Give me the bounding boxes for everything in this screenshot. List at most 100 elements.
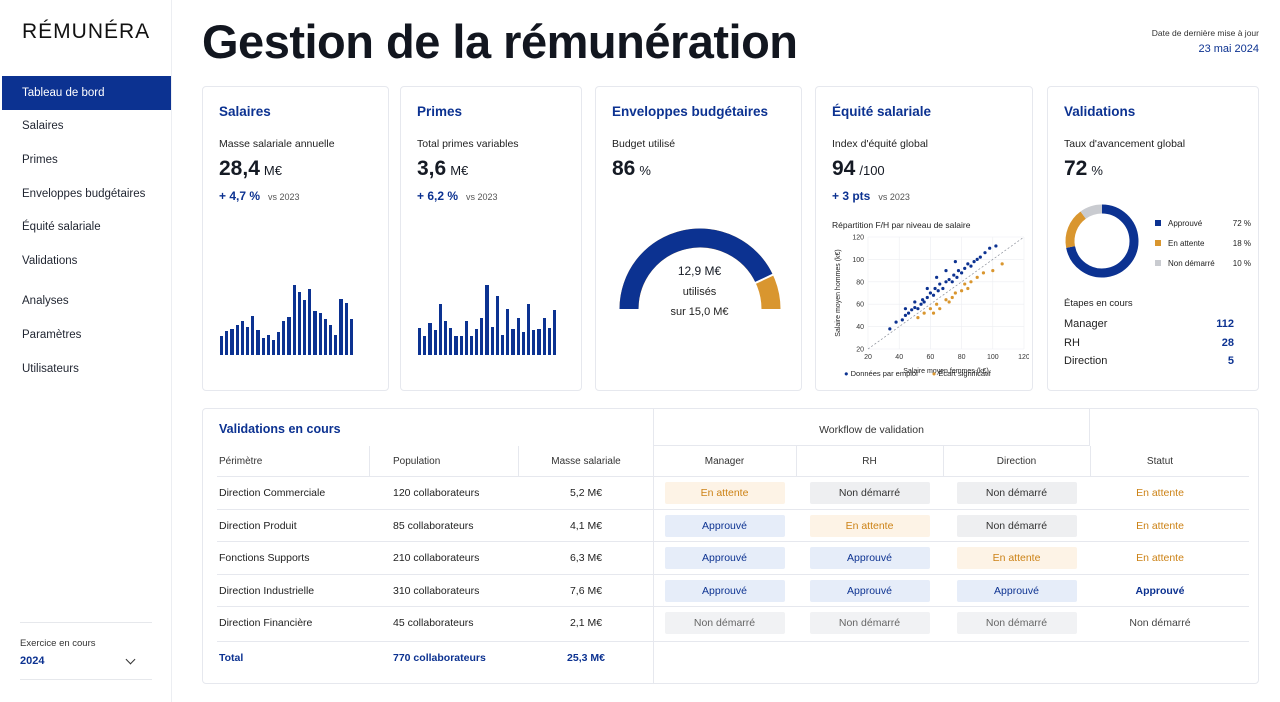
x-tick-label: 120 [1018,354,1029,361]
legend-label: Non démarré [1168,258,1215,268]
table-total-row: Total 770 collaborateurs 25,3 M€ [217,641,1249,674]
cell-population: 45 collaborateurs [393,617,474,629]
card-title: Validations [1064,104,1136,119]
scatter-point [944,280,948,284]
card-equite[interactable]: Équité salariale Index d'équité global 9… [815,86,1033,391]
parity-line [867,236,1025,350]
bar [303,299,307,355]
scatter-point [913,300,917,304]
scatter-point [960,289,964,293]
scatter-point [919,302,923,306]
col-header-perimetre[interactable]: Périmètre [219,455,263,467]
steps-title: Étapes en cours [1064,298,1133,309]
card-enveloppes[interactable]: Enveloppes budgétaires Budget utilisé 86… [595,86,802,391]
step-label: Manager [1064,318,1108,331]
status-badge-rh[interactable]: Approuvé [809,547,930,569]
last-update-label: Date de dernière mise à jour [1151,28,1259,38]
metric-value: 72% [1064,157,1103,180]
col-header-rh[interactable]: RH [862,455,877,467]
cell-population: 120 collaborateurs [393,487,480,499]
gauge-used-arc [619,228,773,310]
status-badge-manager[interactable]: Approuvé [664,579,785,602]
budget-used-word: utilisés [682,286,717,298]
status-badge-direction[interactable]: En attente [956,547,1077,569]
sidebar-item-validations[interactable]: Validations [22,254,78,267]
status-badge-direction[interactable]: Non démarré [956,482,1077,504]
card-salaires[interactable]: Salaires Masse salariale annuelle 28,4 M€… [202,86,389,391]
table-row[interactable]: Fonctions Supports 210 collaborateurs 6,… [217,541,1249,574]
table-row[interactable]: Direction Commerciale 120 collaborateurs… [217,476,1249,509]
step-value: 28 [1221,336,1234,349]
scatter-title: Répartition F/H par niveau de salaire [832,220,971,230]
page-title: Gestion de la rémunération [202,15,798,68]
cell-statut: Non démarré [1129,617,1191,629]
bar [454,336,458,355]
status-badge-manager[interactable]: En attente [664,482,785,504]
bar [235,325,239,355]
sidebar-item-parametres[interactable]: Paramètres [22,328,82,341]
bar [537,328,541,355]
scatter-point [966,286,970,291]
app-logo: RÉMUNÉRA [22,20,151,43]
status-badge-direction[interactable]: Non démarré [956,612,1077,634]
col-header-population[interactable]: Population [393,455,441,467]
scatter-point [975,257,979,261]
bar [251,316,255,355]
scatter-point [963,282,967,286]
status-badge-rh[interactable]: En attente [809,514,930,537]
cell-perimetre: Fonctions Supports [219,552,310,564]
status-badge-direction[interactable]: Approuvé [956,579,1077,602]
scatter-point [944,269,948,273]
exercise-selector[interactable]: Exercice en cours 2024 [20,622,152,680]
bar [339,298,343,355]
scatter-point [956,269,961,273]
sidebar-item-analyses[interactable]: Analyses [22,295,69,308]
status-badge-rh[interactable]: Non démarré [809,612,930,634]
cell-perimetre: Direction Commerciale [219,487,326,499]
card-primes[interactable]: Primes Total primes variables 3,6 M€ + 6,… [400,86,582,391]
cell-masse: 5,2 M€ [569,487,603,499]
scatter-point [913,305,917,310]
scatter-point [988,246,992,250]
sidebar-item-utilisateurs[interactable]: Utilisateurs [22,362,79,375]
bar [449,328,453,355]
col-header-manager[interactable]: Manager [704,455,745,467]
sidebar-item-primes[interactable]: Primes [22,153,58,166]
table-row[interactable]: Direction Financière 45 collaborateurs 2… [217,606,1249,639]
status-badge-direction[interactable]: Non démarré [956,514,1077,537]
sidebar-item-enveloppes[interactable]: Enveloppes budgétaires [22,187,146,200]
table-row[interactable]: Direction Produit 85 collaborateurs 4,1 … [217,508,1249,542]
bar [282,321,286,355]
sidebar-item-salaires[interactable]: Salaires [22,120,64,133]
validations-donut-chart [1065,204,1139,278]
bar [511,328,515,355]
cell-perimetre: Direction Industrielle [219,584,315,597]
total-label: Total [219,652,244,664]
scatter-point [947,300,951,304]
last-update-date: 23 mai 2024 [1198,43,1259,55]
sidebar-item-tableau-de-bord[interactable]: Tableau de bord [2,76,171,110]
budget-gauge [619,228,781,310]
card-validations[interactable]: Validations Taux d'avancement global 72%… [1047,86,1259,391]
table-row[interactable]: Direction Industrielle 310 collaborateur… [217,573,1249,607]
scatter-point [900,318,904,322]
primes-bar-chart [418,283,557,355]
col-header-direction[interactable]: Direction [996,455,1037,467]
scatter-point [933,286,937,291]
status-badge-rh[interactable]: Approuvé [809,579,930,602]
bar [495,295,499,355]
scatter-point [938,307,942,311]
sidebar-item-equite[interactable]: Équité salariale [22,221,101,234]
bar [423,336,427,355]
bar [490,327,494,355]
status-badge-manager[interactable]: Non démarré [664,612,785,634]
col-header-statut[interactable]: Statut [1146,455,1174,467]
chevron-down-icon[interactable] [125,654,136,664]
bar [230,328,234,355]
status-badge-rh[interactable]: Non démarré [809,482,930,504]
status-badge-manager[interactable]: Approuvé [664,547,785,569]
bar [459,336,463,355]
scatter-point [936,289,940,293]
status-badge-manager[interactable]: Approuvé [664,514,785,537]
col-header-masse[interactable]: Masse salariale [551,455,621,467]
